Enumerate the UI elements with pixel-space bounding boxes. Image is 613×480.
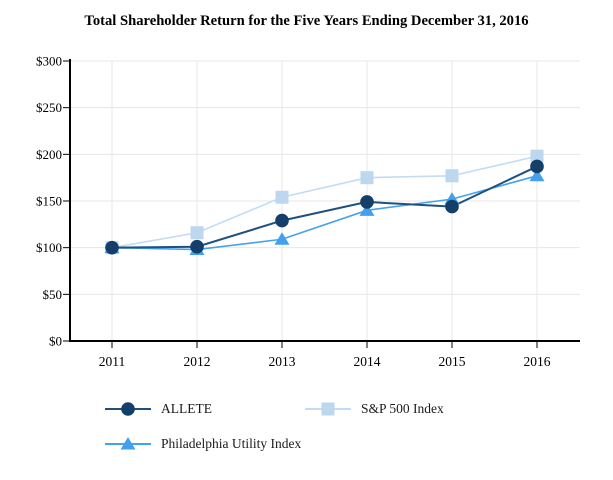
y-tick-label: $100: [36, 240, 62, 255]
x-tick-label: 2016: [524, 354, 551, 369]
data-point-square: [360, 171, 374, 185]
series-line-square: [111, 155, 538, 249]
x-tick-label: 2013: [269, 354, 296, 369]
x-tick-label: 2011: [99, 354, 126, 369]
y-tick-label: $250: [36, 100, 62, 115]
data-point-circle: [275, 213, 289, 228]
allete-circle-marker-swatch: [105, 402, 151, 416]
sp500-square-marker-swatch: [305, 402, 351, 416]
x-tick-label: 2015: [439, 354, 466, 369]
x-tick-label: 2012: [184, 354, 211, 369]
data-point-triangle: [274, 232, 290, 245]
data-point-square: [530, 149, 544, 163]
data-point-circle: [105, 240, 119, 255]
legend-triangle-marker-icon: [120, 437, 136, 450]
data-point-square: [190, 226, 204, 240]
data-point-square: [275, 190, 289, 204]
legend-square-marker-icon: [321, 402, 335, 416]
legend-item-philadelphia-utility: Philadelphia Utility Index: [105, 435, 301, 453]
data-point-circle: [190, 239, 204, 254]
data-point-triangle: [359, 203, 375, 216]
data-point-circle: [530, 159, 544, 174]
chart-title: Total Shareholder Return for the Five Ye…: [84, 13, 529, 29]
data-point-triangle: [529, 168, 545, 182]
x-tick-label: 2014: [354, 354, 381, 369]
data-point-circle: [445, 199, 459, 214]
data-point-circle: [360, 195, 374, 209]
series-line-circle: [111, 165, 538, 249]
legend-item-sp500: S&P 500 Index: [305, 400, 444, 418]
chart-canvas: $0 $50 $100 $150 $200 $250 $300 2011 2012 2013 201…: [36, 54, 580, 369]
philadelphia-utility-triangle-marker-swatch: [105, 437, 151, 450]
data-point-square: [445, 169, 459, 183]
legend-item-allete: ALLETE: [105, 400, 212, 418]
legend-label-sp500: S&P 500 Index: [361, 401, 444, 416]
y-tick-label: $300: [36, 54, 62, 69]
series-line-triangle: [111, 175, 538, 251]
legend-label-allete: ALLETE: [161, 401, 212, 416]
y-tick-label: $200: [36, 147, 62, 162]
legend-label-philadelphia-utility: Philadelphia Utility Index: [161, 436, 302, 451]
y-tick-label: $150: [36, 194, 62, 209]
legend-circle-marker-icon: [121, 402, 135, 416]
y-tick-label: $50: [43, 287, 63, 302]
y-tick-label: $0: [49, 334, 62, 349]
